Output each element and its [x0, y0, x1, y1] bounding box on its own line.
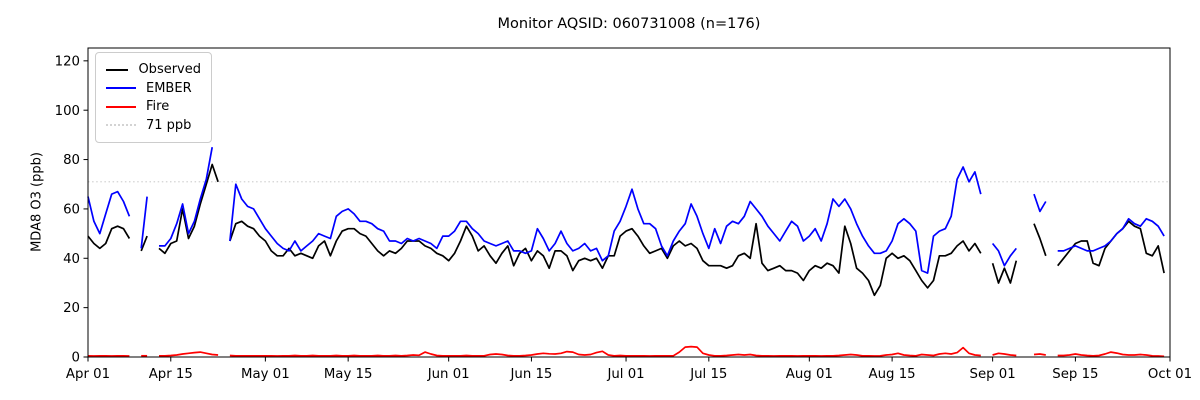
ember-line — [87, 190, 131, 235]
legend-item-threshold: 71 ppb — [106, 117, 201, 134]
legend-label-observed: Observed — [138, 62, 201, 77]
legend: Observed EMBER Fire 71 ppb — [95, 52, 212, 143]
observed-line — [991, 260, 1018, 284]
x-tick-label: May 15 — [324, 367, 373, 382]
y-tick-label: 60 — [63, 203, 80, 218]
x-tick-label: Jul 01 — [606, 367, 644, 382]
x-tick-label: Aug 15 — [869, 367, 916, 382]
observed-line — [158, 163, 219, 255]
x-tick-label: Apr 15 — [149, 367, 193, 382]
legend-line-threshold — [106, 124, 136, 127]
x-tick-label: May 01 — [241, 367, 290, 382]
y-tick-label: 120 — [55, 54, 80, 69]
y-tick-label: 0 — [72, 351, 80, 366]
x-tick-label: Jul 15 — [689, 367, 727, 382]
y-tick-label: 20 — [63, 301, 80, 316]
fire-line — [159, 351, 219, 357]
ember-line — [1057, 217, 1165, 252]
observed-line — [1033, 223, 1047, 257]
x-tick-label: Sep 15 — [1052, 367, 1098, 382]
observed-line — [87, 225, 131, 250]
fire-line — [992, 352, 1017, 357]
legend-line-observed — [106, 68, 129, 71]
x-tick-label: Apr 01 — [66, 367, 110, 382]
legend-label-ember: EMBER — [146, 80, 192, 96]
legend-item-fire: Fire — [106, 98, 201, 115]
legend-item-observed: Observed — [106, 61, 201, 78]
ember-line — [229, 166, 982, 274]
legend-line-fire — [106, 105, 136, 108]
x-tick-label: Jun 01 — [427, 367, 470, 382]
legend-line-ember — [106, 87, 136, 90]
y-tick-label: 100 — [55, 104, 80, 119]
chart-title: Monitor AQSID: 060731008 (n=176) — [497, 16, 761, 32]
x-tick-label: Oct 01 — [1148, 367, 1192, 382]
ember-line — [140, 196, 148, 249]
x-tick-label: Sep 01 — [970, 367, 1016, 382]
legend-item-ember: EMBER — [106, 80, 201, 97]
fire-line — [1057, 351, 1165, 358]
legend-label-fire: Fire — [146, 99, 170, 115]
y-tick-label: 80 — [63, 153, 80, 168]
x-tick-label: Jun 15 — [509, 367, 552, 382]
fire-line — [1033, 353, 1046, 356]
ember-line — [1033, 193, 1047, 213]
ember-line — [159, 147, 214, 247]
legend-label-threshold: 71 ppb — [146, 117, 192, 133]
x-tick-label: Aug 01 — [786, 367, 833, 382]
observed-line — [229, 220, 982, 297]
axes-box — [87, 47, 1171, 358]
ember-line — [991, 242, 1017, 267]
fire-line — [229, 345, 981, 357]
observed-line — [140, 235, 148, 252]
y-tick-label: 40 — [63, 252, 80, 267]
